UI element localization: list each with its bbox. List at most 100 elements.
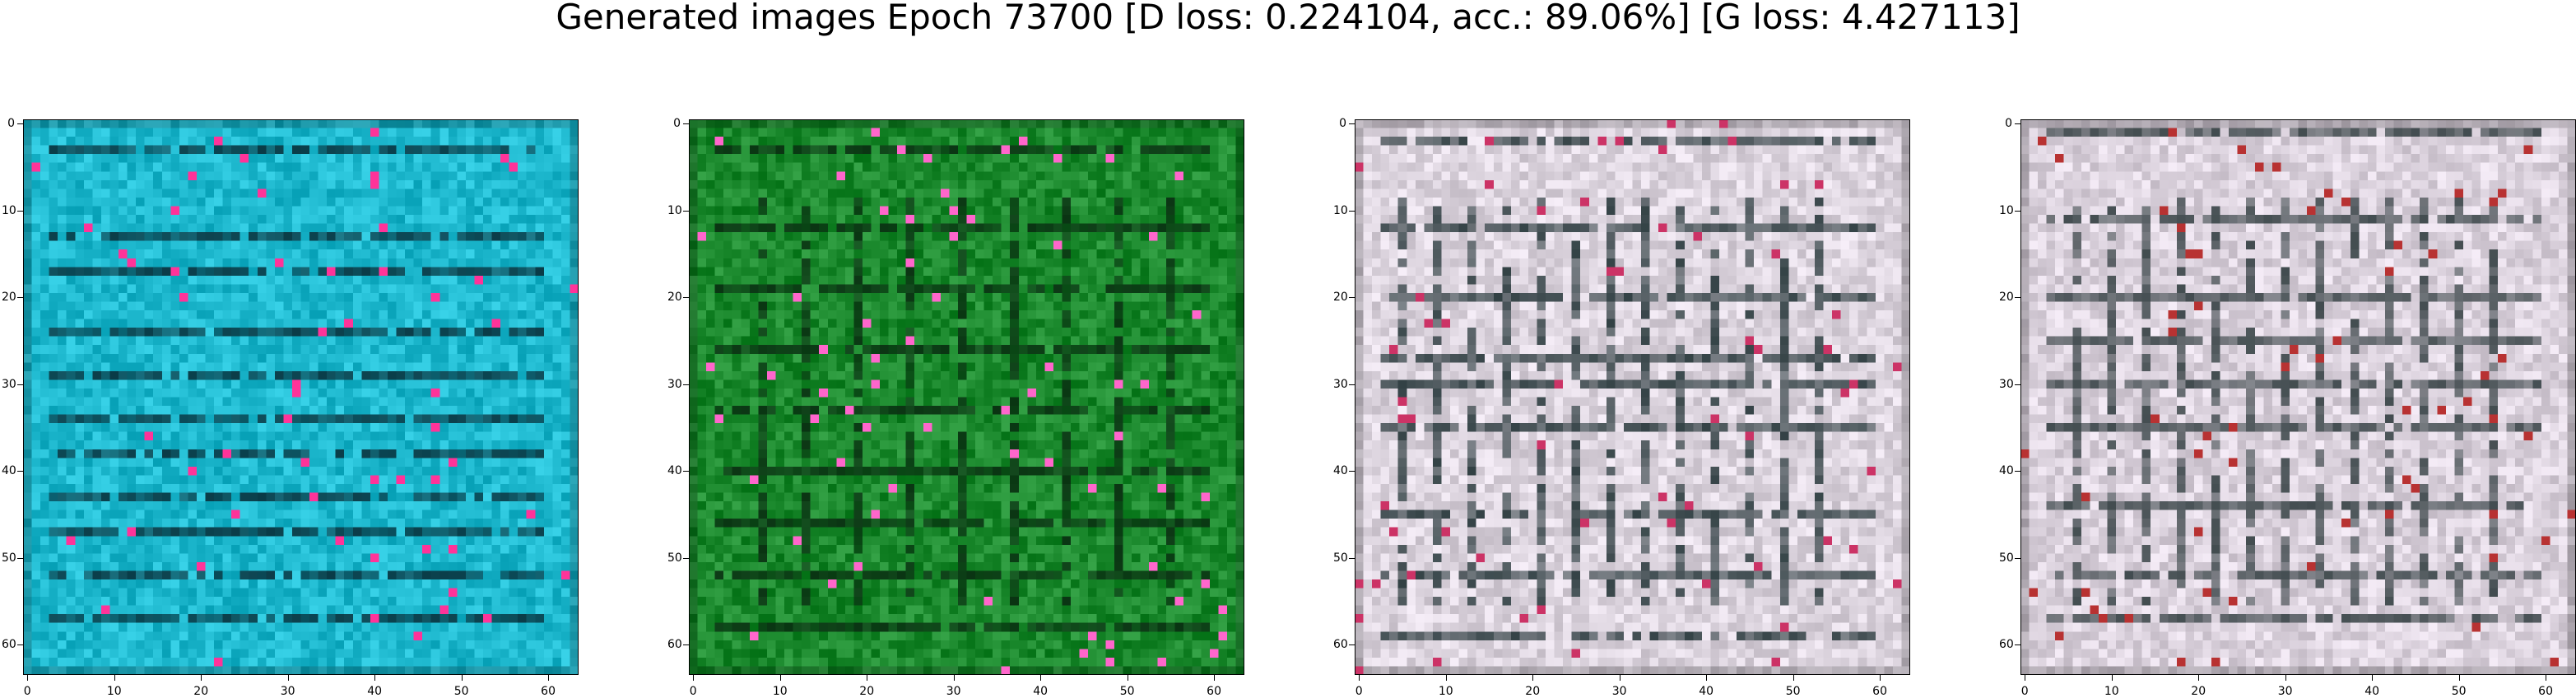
- generated-image-3: [1355, 119, 1910, 675]
- x-tick: [2285, 675, 2286, 681]
- y-tick-label: 30: [667, 377, 682, 391]
- x-tick: [953, 675, 955, 681]
- x-tick-label: 30: [280, 685, 295, 698]
- x-tick: [1880, 675, 1881, 681]
- x-tick: [2458, 675, 2460, 681]
- y-tick-label: 0: [2005, 117, 2012, 131]
- x-tick: [548, 675, 550, 681]
- y-tick: [17, 297, 23, 299]
- x-tick: [2198, 675, 2200, 681]
- x-tick: [1532, 675, 1534, 681]
- y-tick: [683, 210, 689, 212]
- y-tick-label: 50: [1999, 551, 2014, 565]
- y-tick: [2015, 471, 2020, 472]
- generated-image-4: [2020, 119, 2576, 675]
- y-tick: [683, 384, 689, 385]
- y-tick-label: 0: [1339, 117, 1346, 131]
- y-tick: [2015, 557, 2020, 559]
- generated-image-panel-4: 0 10 20 30 40 50 60 0 10 20 30 40 50 60: [1999, 118, 2576, 697]
- y-tick: [2015, 384, 2020, 385]
- y-tick-label: 20: [2, 291, 16, 305]
- y-tick: [1349, 384, 1355, 385]
- y-tick-label: 40: [667, 464, 682, 478]
- y-tick: [2015, 210, 2020, 212]
- y-tick-label: 30: [1999, 377, 2014, 391]
- x-tick: [201, 675, 202, 681]
- x-tick: [2111, 675, 2113, 681]
- y-tick-label: 60: [1999, 638, 2014, 652]
- x-tick-label: 0: [1355, 685, 1363, 698]
- x-tick: [2372, 675, 2374, 681]
- x-tick-label: 50: [1785, 685, 1801, 698]
- x-tick: [779, 675, 781, 681]
- y-tick: [1349, 297, 1355, 299]
- generated-image-1: [23, 119, 579, 675]
- y-tick: [17, 384, 23, 385]
- y-tick-label: 40: [1333, 464, 1348, 478]
- x-tick-label: 60: [2538, 685, 2553, 698]
- y-tick: [17, 123, 23, 125]
- x-tick-label: 30: [2277, 685, 2293, 698]
- figure-title: Generated images Epoch 73700 [D loss: 0.…: [556, 0, 2020, 37]
- x-tick-label: 50: [453, 685, 469, 698]
- x-tick: [1793, 675, 1794, 681]
- x-tick-label: 20: [193, 685, 209, 698]
- y-tick-label: 60: [1333, 638, 1348, 652]
- y-tick-label: 50: [2, 551, 16, 565]
- x-tick-label: 10: [106, 685, 122, 698]
- y-tick-label: 10: [1999, 203, 2014, 217]
- y-tick-label: 50: [667, 551, 682, 565]
- y-tick-label: 0: [673, 117, 681, 131]
- x-tick: [114, 675, 115, 681]
- x-tick: [1359, 675, 1360, 681]
- x-tick-label: 60: [1207, 685, 1221, 698]
- x-tick-label: 40: [2364, 685, 2380, 698]
- y-tick: [17, 557, 23, 559]
- y-tick: [1349, 644, 1355, 646]
- y-tick-label: 10: [2, 203, 16, 217]
- y-tick-label: 20: [1999, 291, 2014, 305]
- x-tick-label: 10: [2104, 685, 2119, 698]
- y-tick: [1349, 557, 1355, 559]
- y-tick-label: 60: [667, 638, 682, 652]
- x-tick-label: 50: [1119, 685, 1135, 698]
- generated-image-panel-2: 0 10 20 30 40 50 60 0 10 20 30 40 50 60: [667, 118, 1244, 697]
- y-tick: [683, 557, 689, 559]
- y-tick: [683, 123, 689, 125]
- y-tick-label: 20: [1333, 291, 1348, 305]
- y-tick-label: 10: [1333, 203, 1348, 217]
- x-tick: [1214, 675, 1216, 681]
- y-tick: [683, 644, 689, 646]
- y-tick-label: 10: [667, 203, 682, 217]
- y-tick: [17, 644, 23, 646]
- x-tick: [1706, 675, 1708, 681]
- x-tick-label: 10: [1438, 685, 1453, 698]
- x-tick-label: 20: [2191, 685, 2206, 698]
- y-tick-label: 20: [667, 291, 682, 305]
- y-tick-label: 0: [7, 117, 15, 131]
- y-tick-label: 50: [1333, 551, 1348, 565]
- y-tick: [17, 210, 23, 212]
- y-tick-label: 30: [2, 377, 16, 391]
- x-tick-label: 60: [541, 685, 556, 698]
- x-tick-label: 0: [2020, 685, 2029, 698]
- y-tick: [17, 471, 23, 472]
- x-tick: [287, 675, 289, 681]
- x-tick-label: 0: [23, 685, 31, 698]
- y-tick-label: 40: [1999, 464, 2014, 478]
- generated-image-panel-3: 0 10 20 30 40 50 60 0 10 20 30 40 50 60: [1333, 118, 1910, 697]
- x-tick: [1445, 675, 1447, 681]
- y-tick: [1349, 123, 1355, 125]
- y-tick-label: 40: [2, 464, 16, 478]
- x-tick-label: 0: [689, 685, 697, 698]
- x-tick: [27, 675, 29, 681]
- y-tick: [2015, 123, 2020, 125]
- x-tick-label: 20: [1525, 685, 1541, 698]
- y-tick-label: 30: [1333, 377, 1348, 391]
- x-tick: [461, 675, 463, 681]
- x-tick: [1040, 675, 1042, 681]
- y-tick: [2015, 297, 2020, 299]
- x-tick-label: 50: [2451, 685, 2467, 698]
- x-tick-label: 10: [772, 685, 788, 698]
- x-tick-label: 40: [1699, 685, 1714, 698]
